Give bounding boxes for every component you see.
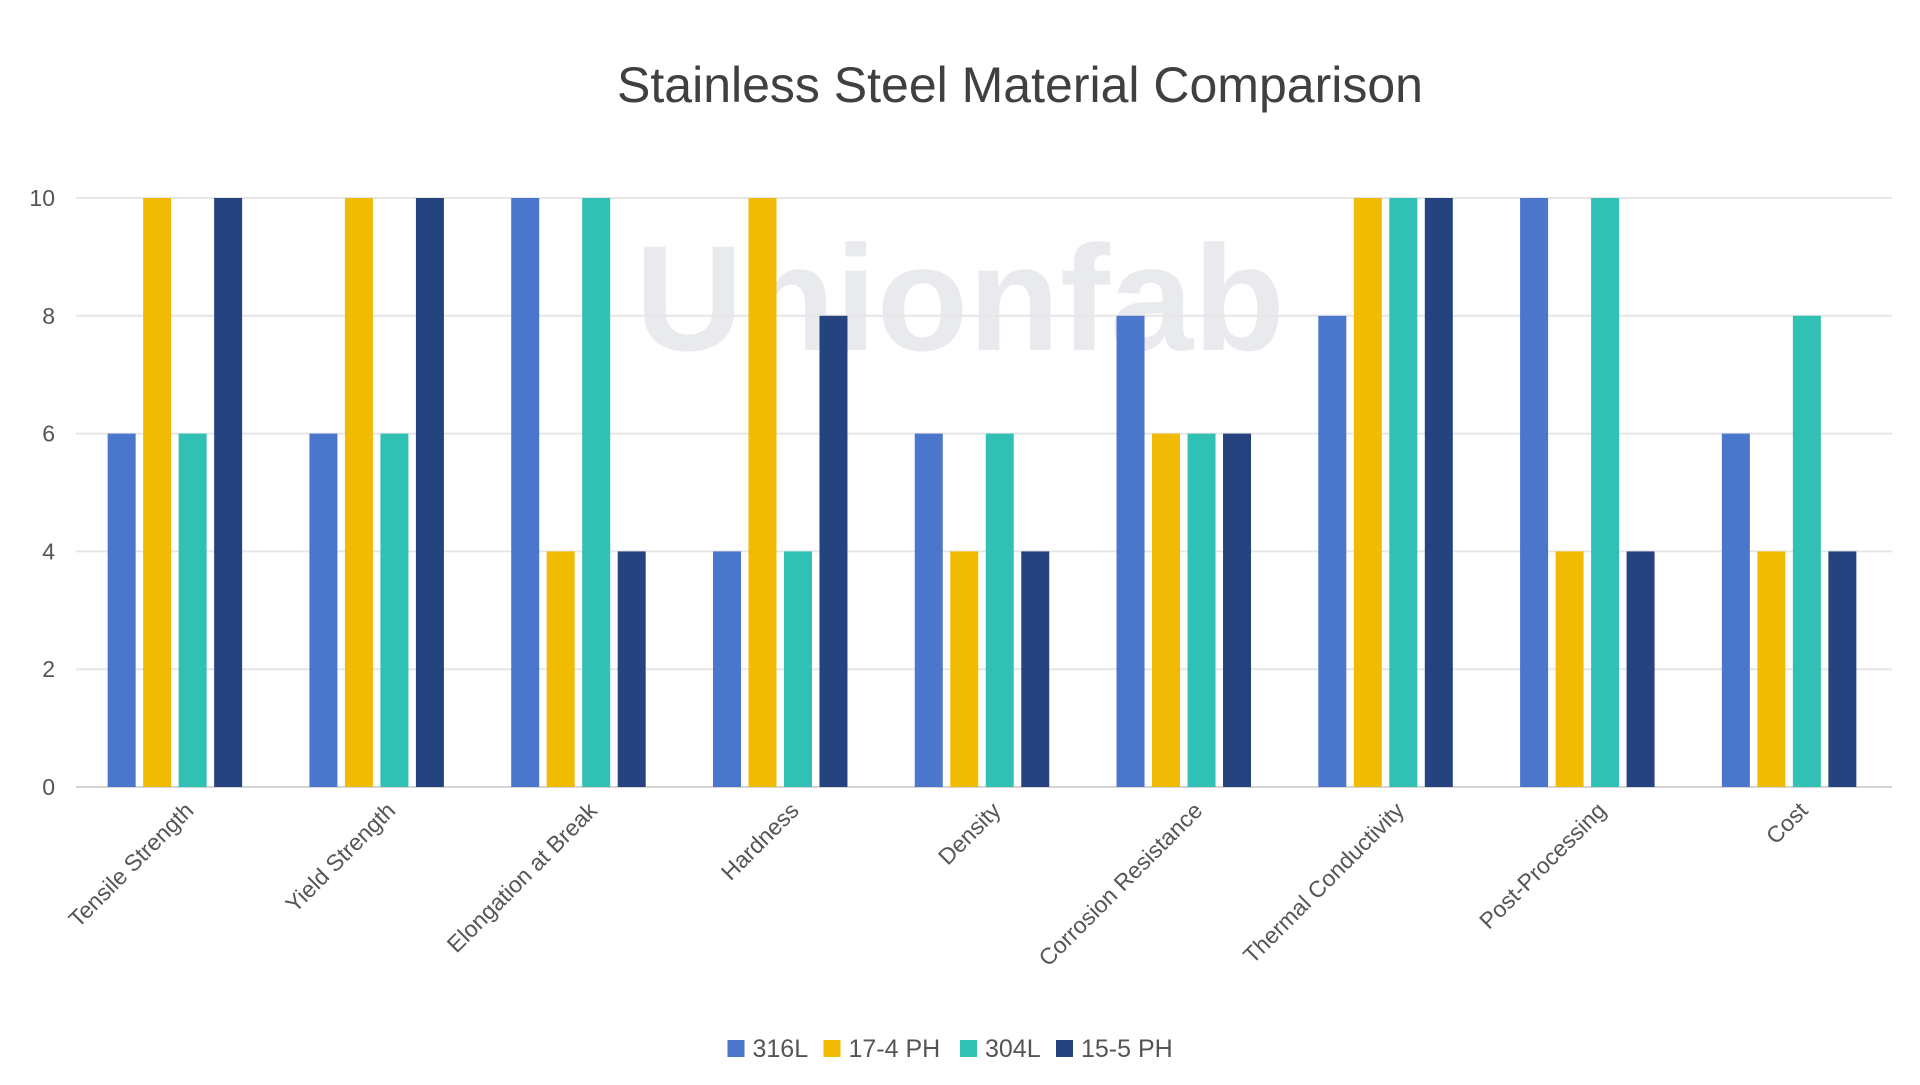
y-tick-label: 2 [42,656,55,682]
bar [1021,551,1050,787]
bar [748,198,777,787]
legend-swatch [960,1040,977,1057]
bar [1389,198,1418,787]
y-tick-label: 4 [42,538,55,564]
legend: 316L 17-4 PH 304L 15-5 PH [727,1035,1173,1063]
bar [415,198,444,787]
y-tick-label: 6 [42,421,55,447]
y-tick-label: 10 [29,185,55,211]
bar [1318,315,1347,787]
bar [950,551,979,787]
bar [1591,198,1620,787]
bar [214,198,243,787]
x-tick-label: Yield Strength [280,797,400,917]
bar [344,198,373,787]
legend-swatch [823,1040,841,1057]
bar [1223,433,1252,787]
bar [309,433,338,787]
bar [546,551,575,787]
y-axis: 0 2 4 6 8 10 [29,185,55,800]
bar [1792,315,1821,787]
bar [582,198,611,787]
x-tick-label: Elongation at Break [442,797,603,958]
bar [143,198,172,787]
bar [783,551,812,787]
bar [914,433,943,787]
x-axis: Tensile Strength Yield Strength Elongation… [63,797,1813,971]
legend-label: 316L [753,1035,809,1063]
legend-swatch [727,1040,745,1057]
legend-label: 17-4 PH [849,1035,941,1063]
bar [712,551,741,787]
bar [617,551,646,787]
bar [1626,551,1655,787]
chart-title: Stainless Steel Material Comparison [617,57,1423,113]
y-tick-label: 0 [42,774,55,800]
x-tick-label: Hardness [716,797,804,885]
legend-swatch [1056,1040,1073,1057]
bars [107,198,1857,787]
bar [178,433,207,787]
watermark-logo: Unionfab [635,214,1285,382]
legend-label: 304L [985,1035,1041,1063]
x-tick-label: Tensile Strength [63,797,198,932]
bar [1424,198,1453,787]
bar [1828,551,1857,787]
bar [1353,198,1382,787]
y-tick-label: 8 [42,303,55,329]
bar [1721,433,1750,787]
bar [985,433,1014,787]
bar [1187,433,1216,787]
x-tick-label: Density [933,797,1006,870]
bar [380,433,409,787]
gridlines [76,197,1892,788]
bar [1757,551,1786,787]
bar [1116,315,1145,787]
x-tick-label: Post-Processing [1474,797,1611,934]
bar [1152,433,1181,787]
legend-label: 15-5 PH [1081,1035,1173,1063]
bar [107,433,136,787]
bar [1555,551,1584,787]
x-tick-label: Corrosion Resistance [1033,797,1207,971]
x-tick-label: Thermal Conductivity [1238,797,1409,968]
bar [1520,198,1549,787]
bar [511,198,540,787]
bar [819,315,848,787]
x-tick-label: Cost [1761,797,1813,849]
